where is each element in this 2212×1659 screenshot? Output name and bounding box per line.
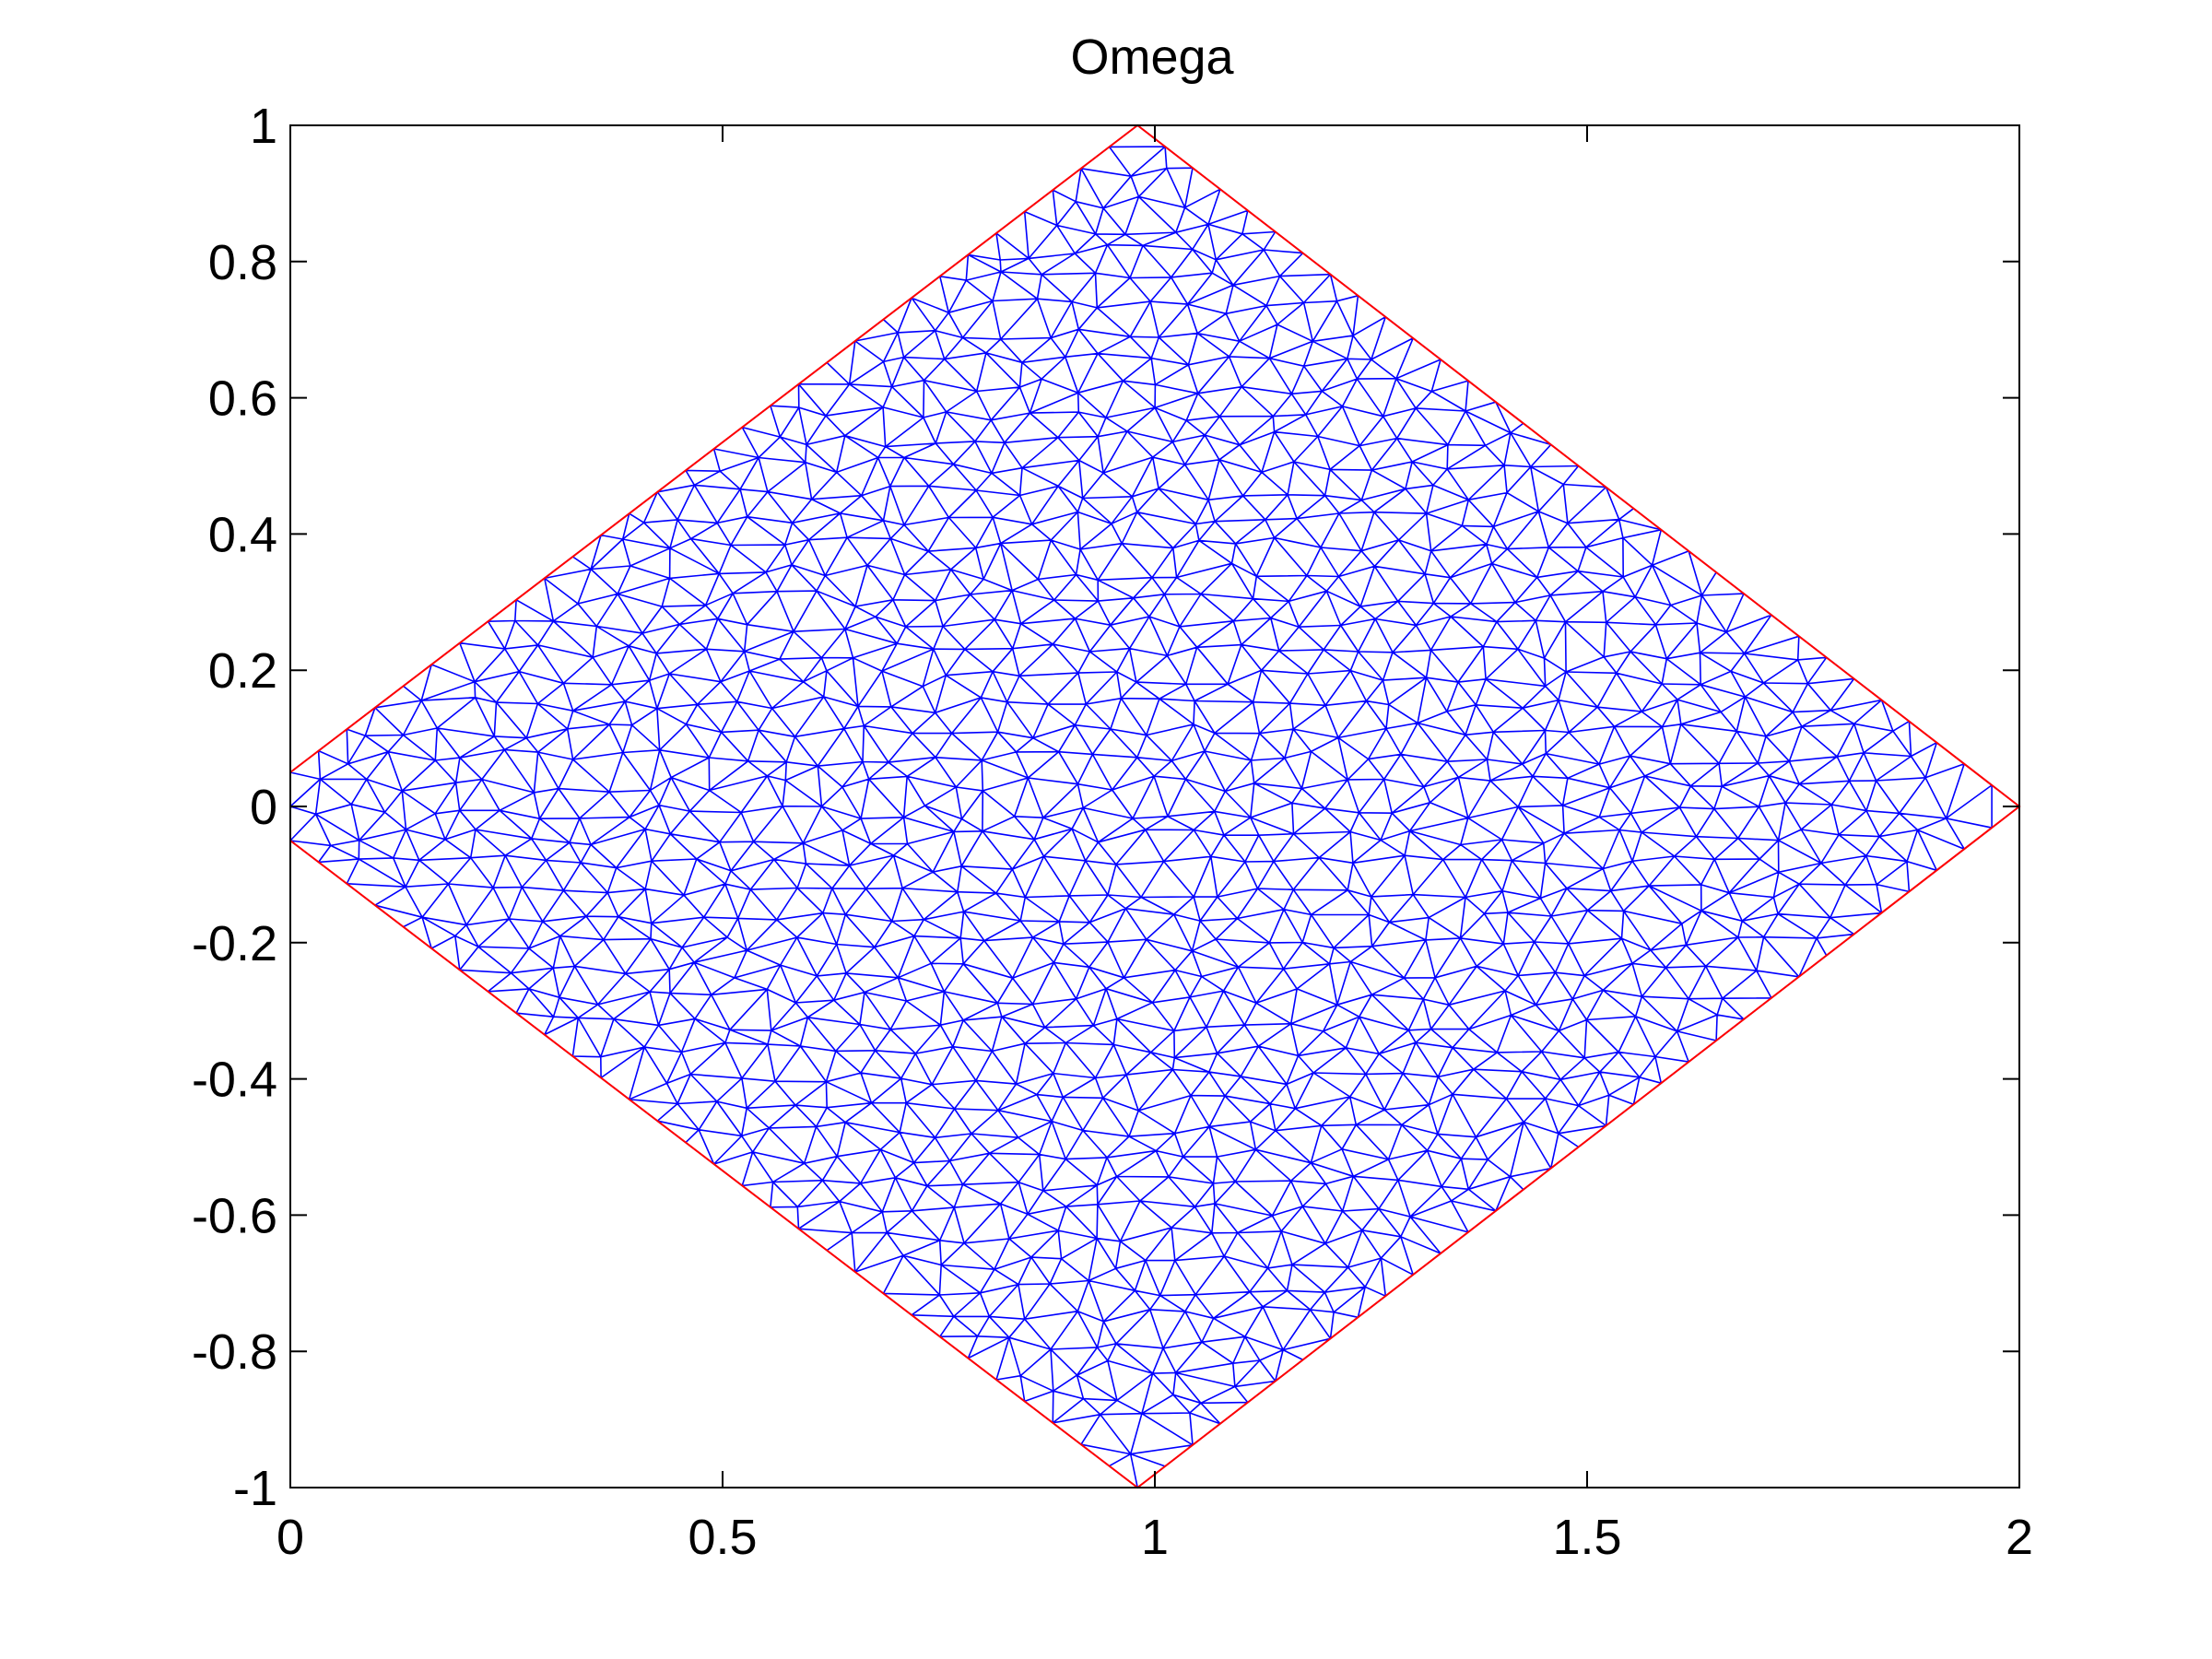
- y-tick-label: -0.4: [192, 1053, 277, 1108]
- y-tick-label: 0.4: [208, 507, 277, 562]
- x-tick-label: 1: [1141, 1510, 1169, 1565]
- chart-title: Omega: [1070, 29, 1234, 85]
- ticks-layer: 0 0.5 1 1.5 2 -1 -0.8 -0.6 -0.4 -0.2 0 0.2 0.4 0.6 0.8…: [192, 99, 2033, 1565]
- y-tick-label: -1: [233, 1461, 277, 1516]
- y-tick-label: 0.2: [208, 643, 277, 699]
- y-tick-label: -0.6: [192, 1188, 277, 1243]
- x-tick-label: 2: [2006, 1510, 2033, 1565]
- y-tick-label: -0.8: [192, 1324, 277, 1380]
- y-tick-label: 0: [250, 780, 277, 835]
- y-tick-label: 0.8: [208, 235, 277, 290]
- y-tick-label: 0.6: [208, 371, 277, 427]
- y-tick-label: -0.2: [192, 916, 277, 971]
- y-tick-label: 1: [250, 99, 277, 154]
- x-tick-label: 0.5: [688, 1510, 757, 1565]
- x-tick-label: 0: [276, 1510, 304, 1565]
- x-tick-label: 1.5: [1552, 1510, 1621, 1565]
